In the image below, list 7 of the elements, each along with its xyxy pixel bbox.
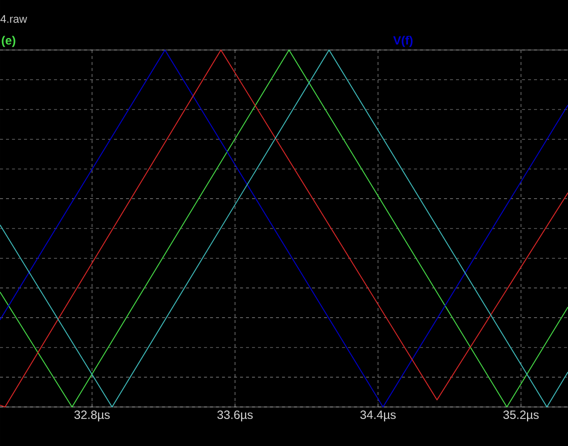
x-tick-label: 33.6µs bbox=[217, 410, 253, 422]
chart-title: 4.raw bbox=[0, 15, 28, 23]
x-tick-label: 35.2µs bbox=[503, 410, 539, 422]
text: (e) bbox=[2, 36, 16, 48]
x-tick-label: 32.8µs bbox=[74, 410, 110, 422]
text: V(f) bbox=[393, 36, 413, 48]
x-tick-label: 34.4µs bbox=[360, 410, 396, 422]
